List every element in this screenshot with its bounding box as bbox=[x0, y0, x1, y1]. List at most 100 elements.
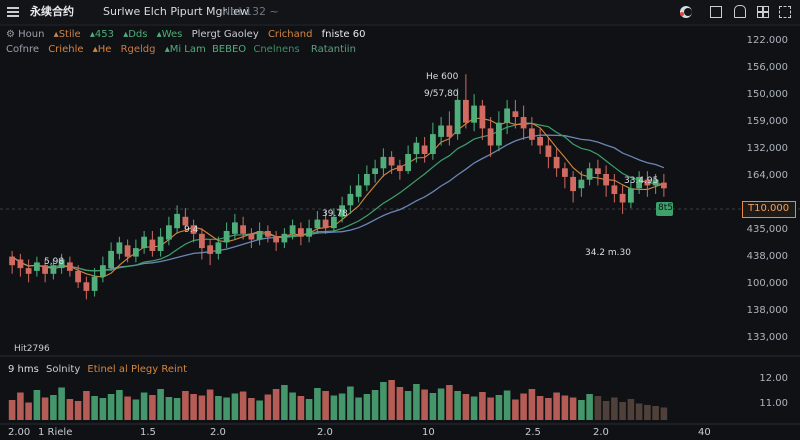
hamburger-icon[interactable] bbox=[7, 7, 19, 17]
candle-body bbox=[520, 117, 527, 129]
indicator-criehle[interactable]: Criehle bbox=[48, 44, 84, 55]
volume-bar bbox=[74, 401, 82, 420]
indicator-rgeldg[interactable]: Rgeldg bbox=[120, 44, 156, 55]
volume-bar bbox=[652, 406, 659, 420]
volume-tick: 12.00 bbox=[759, 373, 788, 384]
volume-bar bbox=[248, 398, 255, 420]
candle-body bbox=[174, 213, 180, 229]
indicator-fniste[interactable]: fniste 60 bbox=[321, 29, 366, 40]
gear-icon: ⚙ bbox=[6, 29, 15, 40]
volume-bar bbox=[330, 395, 338, 420]
ma-line-mid bbox=[11, 122, 664, 272]
candle-body bbox=[636, 176, 642, 189]
square-icon[interactable] bbox=[710, 6, 722, 18]
candle-body bbox=[397, 165, 403, 172]
price-tick: 100,000 bbox=[746, 278, 788, 289]
indicator-453[interactable]: ▴453 bbox=[89, 29, 114, 40]
symbol-title[interactable]: Surlwe Elch Pipurt Mgrilew bbox=[103, 5, 249, 18]
volume-bar bbox=[322, 391, 329, 420]
volume-bar bbox=[83, 391, 90, 420]
volume-bar bbox=[635, 403, 643, 420]
indicator-milam[interactable]: ▴Mi Lam bbox=[164, 44, 206, 55]
indicator-stile[interactable]: ▴Stile bbox=[53, 29, 81, 40]
candle-body bbox=[339, 205, 345, 217]
indicator-dds[interactable]: ▴Dds bbox=[123, 29, 148, 40]
volume-bar bbox=[388, 380, 395, 420]
candle-body bbox=[91, 276, 98, 291]
volume-bar bbox=[223, 397, 230, 420]
candle-body bbox=[298, 228, 304, 237]
top-bar: 永续合约 Surlwe Elch Pipurt Mgrilew Ntd 132 … bbox=[0, 0, 800, 26]
volume-bar bbox=[487, 397, 494, 420]
candle-body bbox=[166, 225, 172, 240]
indicator-he[interactable]: ▴He bbox=[92, 44, 112, 55]
ma-line-slow bbox=[11, 134, 665, 272]
volume-bar bbox=[149, 395, 156, 420]
volume-bar bbox=[611, 397, 618, 420]
price-tick: 156,000 bbox=[746, 62, 788, 73]
candle-body bbox=[537, 137, 543, 146]
indicator-cnelnens[interactable]: Cnelnens bbox=[253, 44, 300, 55]
marker-badge[interactable]: 8t5 bbox=[656, 202, 673, 216]
volume-label-c[interactable]: Etinel al Plegy Reint bbox=[87, 364, 188, 375]
candle-body bbox=[454, 99, 461, 135]
volume-bar bbox=[462, 394, 470, 420]
indicator-houn[interactable]: ⚙ Houn bbox=[6, 29, 45, 40]
volume-bar bbox=[289, 392, 296, 420]
x-tick: 1.5 bbox=[140, 427, 156, 438]
candle-body bbox=[504, 108, 510, 123]
candle-body bbox=[347, 193, 354, 206]
candle-body bbox=[562, 168, 568, 177]
candle-body bbox=[661, 182, 667, 189]
volume-bar bbox=[281, 385, 288, 420]
price-tick: 164,000 bbox=[746, 170, 788, 181]
candle-body bbox=[289, 225, 296, 234]
volume-panel-header: 9 hms Solnity Etinel al Plegy Reint bbox=[8, 364, 187, 375]
x-tick: 2.5 bbox=[525, 427, 541, 438]
indicator-bebeo[interactable]: BEBEO bbox=[211, 44, 247, 55]
indicator-cofnre[interactable]: Cofnre bbox=[6, 44, 40, 55]
candle-body bbox=[232, 222, 238, 234]
logo-text[interactable]: 永续合约 bbox=[30, 5, 74, 18]
volume-bar bbox=[25, 402, 32, 420]
volume-bar bbox=[66, 399, 74, 420]
candle-body bbox=[306, 228, 312, 237]
marker-badge-label: 8t5 bbox=[658, 203, 673, 213]
indicator-crichand[interactable]: Crichand bbox=[267, 29, 313, 40]
candle-body bbox=[578, 179, 585, 189]
fullscreen-icon[interactable] bbox=[779, 6, 791, 18]
candle-body bbox=[108, 250, 114, 268]
indicator-plergt[interactable]: Plergt Gaoley bbox=[191, 29, 259, 40]
half-moon-icon[interactable] bbox=[680, 6, 692, 18]
volume-bar bbox=[347, 386, 354, 420]
volume-bar bbox=[314, 388, 321, 420]
candle-body bbox=[479, 105, 486, 129]
grid-icon[interactable] bbox=[757, 6, 769, 18]
volume-bar bbox=[215, 396, 222, 420]
price-tick: 159,000 bbox=[746, 116, 788, 127]
candle-body bbox=[207, 245, 213, 254]
candle-body bbox=[611, 185, 618, 194]
candle-body bbox=[364, 174, 370, 186]
volume-bar bbox=[545, 398, 552, 420]
x-tick: 1 Riele bbox=[38, 427, 73, 438]
candle-body bbox=[570, 176, 576, 192]
symbol-subtitle[interactable]: Ntd 132 ~ bbox=[222, 5, 279, 18]
bell-icon[interactable] bbox=[734, 5, 746, 18]
annotation-bottom-left: Hit2796 bbox=[14, 344, 50, 354]
volume-label-b[interactable]: Solnity bbox=[46, 364, 81, 375]
volume-bar bbox=[536, 396, 544, 420]
volume-bar bbox=[124, 396, 131, 420]
volume-bar bbox=[446, 385, 453, 420]
indicator-ratantiin[interactable]: Ratantiin bbox=[310, 44, 356, 55]
volume-label-a[interactable]: 9 hms bbox=[8, 364, 39, 375]
price-tick: 133,000 bbox=[746, 332, 788, 343]
volume-tick: 11.00 bbox=[759, 398, 788, 409]
candle-body bbox=[281, 233, 288, 243]
candle-body bbox=[405, 154, 411, 172]
volume-bar bbox=[396, 387, 404, 420]
indicator-wes[interactable]: ▴Wes bbox=[156, 29, 183, 40]
candle-body bbox=[149, 239, 156, 251]
x-tick: 10 bbox=[422, 427, 435, 438]
